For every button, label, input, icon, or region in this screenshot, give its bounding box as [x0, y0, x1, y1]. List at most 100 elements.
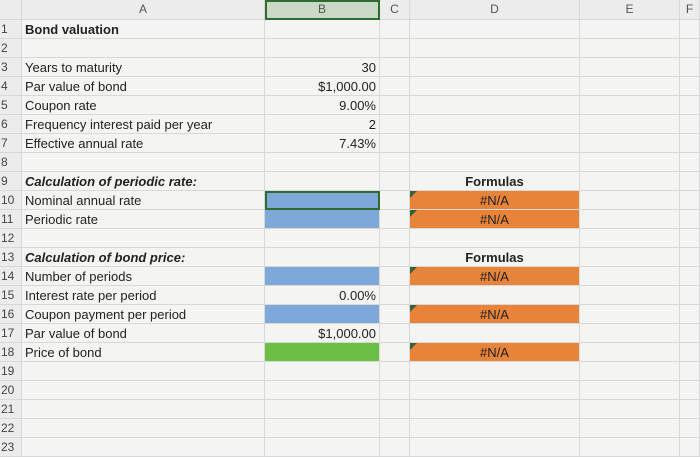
- cell-f[interactable]: [680, 58, 700, 77]
- cell-a[interactable]: Frequency interest paid per year: [22, 115, 265, 134]
- cell-b[interactable]: [265, 39, 380, 58]
- cell-f[interactable]: [680, 438, 700, 457]
- cell-e[interactable]: [580, 400, 680, 419]
- corner[interactable]: [0, 0, 22, 20]
- row-number[interactable]: 4: [0, 77, 22, 96]
- row-number[interactable]: 1: [0, 20, 22, 39]
- cell-b[interactable]: [265, 343, 380, 362]
- cell-b[interactable]: 7.43%: [265, 134, 380, 153]
- cell-d[interactable]: [410, 286, 580, 305]
- cell-f[interactable]: [680, 324, 700, 343]
- cell-d[interactable]: [410, 58, 580, 77]
- cell-d[interactable]: #N/A: [410, 267, 580, 286]
- row-number[interactable]: 10: [0, 191, 22, 210]
- cell-e[interactable]: [580, 58, 680, 77]
- cell-f[interactable]: [680, 267, 700, 286]
- cell-c[interactable]: [380, 324, 410, 343]
- cell-c[interactable]: [380, 438, 410, 457]
- cell-d[interactable]: Formulas: [410, 248, 580, 267]
- cell-e[interactable]: [580, 134, 680, 153]
- cell-a[interactable]: [22, 419, 265, 438]
- cell-a[interactable]: Coupon payment per period: [22, 305, 265, 324]
- cell-a[interactable]: [22, 438, 265, 457]
- cell-f[interactable]: [680, 20, 700, 39]
- cell-b[interactable]: [265, 305, 380, 324]
- cell-b[interactable]: [265, 210, 380, 229]
- cell-d[interactable]: #N/A: [410, 343, 580, 362]
- cell-b[interactable]: [265, 229, 380, 248]
- cell-a[interactable]: Par value of bond: [22, 77, 265, 96]
- cell-f[interactable]: [680, 172, 700, 191]
- cell-d[interactable]: [410, 229, 580, 248]
- cell-b[interactable]: 2: [265, 115, 380, 134]
- cell-e[interactable]: [580, 229, 680, 248]
- cell-c[interactable]: [380, 248, 410, 267]
- cell-f[interactable]: [680, 153, 700, 172]
- cell-b[interactable]: [265, 20, 380, 39]
- cell-c[interactable]: [380, 381, 410, 400]
- cell-f[interactable]: [680, 39, 700, 58]
- cell-a[interactable]: [22, 153, 265, 172]
- cell-e[interactable]: [580, 96, 680, 115]
- cell-f[interactable]: [680, 191, 700, 210]
- cell-e[interactable]: [580, 20, 680, 39]
- column-header[interactable]: B: [265, 0, 380, 20]
- cell-c[interactable]: [380, 267, 410, 286]
- cell-c[interactable]: [380, 419, 410, 438]
- cell-e[interactable]: [580, 248, 680, 267]
- cell-a[interactable]: Calculation of periodic rate:: [22, 172, 265, 191]
- cell-c[interactable]: [380, 229, 410, 248]
- row-number[interactable]: 19: [0, 362, 22, 381]
- cell-b[interactable]: 0.00%: [265, 286, 380, 305]
- cell-d[interactable]: [410, 362, 580, 381]
- cell-d[interactable]: #N/A: [410, 305, 580, 324]
- cell-d[interactable]: [410, 438, 580, 457]
- row-number[interactable]: 14: [0, 267, 22, 286]
- cell-e[interactable]: [580, 343, 680, 362]
- column-header[interactable]: D: [410, 0, 580, 20]
- cell-d[interactable]: [410, 324, 580, 343]
- cell-e[interactable]: [580, 77, 680, 96]
- cell-c[interactable]: [380, 115, 410, 134]
- cell-a[interactable]: Number of periods: [22, 267, 265, 286]
- cell-b[interactable]: [265, 438, 380, 457]
- row-number[interactable]: 22: [0, 419, 22, 438]
- cell-e[interactable]: [580, 267, 680, 286]
- row-number[interactable]: 20: [0, 381, 22, 400]
- cell-b[interactable]: [265, 362, 380, 381]
- cell-c[interactable]: [380, 305, 410, 324]
- cell-a[interactable]: [22, 39, 265, 58]
- cell-e[interactable]: [580, 210, 680, 229]
- row-number[interactable]: 11: [0, 210, 22, 229]
- cell-e[interactable]: [580, 286, 680, 305]
- cell-d[interactable]: [410, 419, 580, 438]
- cell-b[interactable]: $1,000.00: [265, 324, 380, 343]
- cell-d[interactable]: [410, 381, 580, 400]
- cell-c[interactable]: [380, 286, 410, 305]
- cell-a[interactable]: Effective annual rate: [22, 134, 265, 153]
- cell-c[interactable]: [380, 210, 410, 229]
- cell-c[interactable]: [380, 362, 410, 381]
- row-number[interactable]: 15: [0, 286, 22, 305]
- cell-c[interactable]: [380, 96, 410, 115]
- cell-f[interactable]: [680, 96, 700, 115]
- cell-f[interactable]: [680, 343, 700, 362]
- cell-b[interactable]: [265, 153, 380, 172]
- cell-f[interactable]: [680, 362, 700, 381]
- cell-f[interactable]: [680, 229, 700, 248]
- cell-b[interactable]: 9.00%: [265, 96, 380, 115]
- row-number[interactable]: 6: [0, 115, 22, 134]
- cell-b[interactable]: 30: [265, 58, 380, 77]
- cell-e[interactable]: [580, 115, 680, 134]
- cell-f[interactable]: [680, 381, 700, 400]
- cell-c[interactable]: [380, 191, 410, 210]
- cell-f[interactable]: [680, 77, 700, 96]
- cell-a[interactable]: Coupon rate: [22, 96, 265, 115]
- cell-b[interactable]: $1,000.00: [265, 77, 380, 96]
- cell-b[interactable]: [265, 267, 380, 286]
- cell-e[interactable]: [580, 305, 680, 324]
- row-number[interactable]: 13: [0, 248, 22, 267]
- row-number[interactable]: 12: [0, 229, 22, 248]
- cell-c[interactable]: [380, 153, 410, 172]
- column-header[interactable]: F: [680, 0, 700, 20]
